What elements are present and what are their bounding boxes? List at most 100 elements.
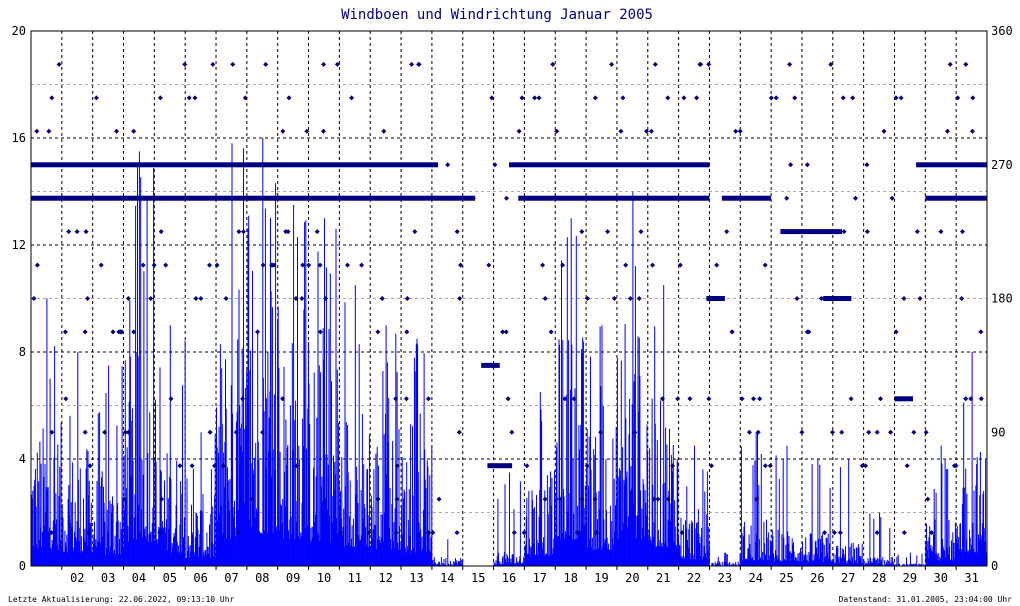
direction-point: [511, 530, 517, 536]
gust-bar: [958, 537, 960, 566]
gust-bar: [298, 445, 300, 566]
gust-bar: [340, 518, 342, 566]
gust-bar: [349, 516, 350, 566]
gust-bar: [514, 563, 516, 566]
gust-bar: [739, 553, 741, 566]
gust-bar: [782, 561, 784, 566]
gust-bar: [827, 534, 829, 566]
gust-bar: [78, 541, 80, 566]
gust-bar: [575, 539, 577, 566]
gust-bar: [555, 493, 557, 566]
gust-bar: [790, 561, 792, 566]
gust-bar: [784, 559, 785, 566]
gust-bar: [230, 385, 232, 566]
gust-bar: [816, 554, 818, 566]
gust-bar: [890, 564, 891, 566]
direction-point: [131, 128, 137, 134]
gust-bar: [153, 540, 155, 566]
gust-bar: [189, 545, 191, 566]
gust-bar: [223, 452, 225, 566]
gust-bar: [33, 485, 35, 566]
direction-point: [85, 296, 91, 301]
direction-point: [709, 463, 714, 469]
gust-bar: [408, 489, 410, 566]
y-left-label-0: 0: [19, 559, 26, 573]
gust-bar: [402, 533, 404, 566]
gust-bar: [502, 555, 504, 566]
gust-bar: [234, 536, 236, 566]
gust-bar: [334, 461, 336, 566]
gust-bar: [663, 543, 665, 566]
gust-bar: [455, 560, 457, 566]
gust-bar: [550, 471, 552, 566]
gust-bar: [225, 408, 227, 566]
gust-bar: [315, 514, 316, 566]
gust-bar: [967, 550, 969, 566]
gust-bar: [557, 536, 559, 566]
gust-bar: [164, 480, 165, 566]
direction-band-225: [780, 229, 843, 235]
gust-bar: [268, 451, 270, 566]
direction-point: [715, 296, 721, 301]
gust-bar: [831, 560, 833, 566]
gust-bar: [571, 344, 573, 566]
gust-bar: [361, 534, 363, 566]
gust-bar: [873, 557, 875, 566]
gust-bar: [638, 337, 640, 566]
gust-bar: [132, 461, 134, 566]
direction-point: [299, 296, 305, 301]
gust-bar: [401, 457, 403, 566]
gust-bar: [217, 521, 219, 566]
gust-bar: [615, 427, 617, 566]
gust-bar: [122, 550, 124, 566]
gust-bar: [192, 532, 194, 566]
gust-bar: [146, 539, 147, 566]
gust-bar: [857, 563, 859, 566]
direction-point: [158, 229, 164, 235]
gust-bar: [285, 419, 287, 566]
gust-bar: [304, 528, 306, 566]
y-right-label-90: 90: [991, 425, 1005, 439]
direction-point: [787, 61, 793, 67]
gust-bar: [309, 424, 311, 566]
gust-bar: [621, 530, 623, 566]
gust-bar: [546, 475, 548, 566]
gust-bar: [154, 458, 156, 566]
gust-bar: [105, 393, 107, 566]
gust-bar: [819, 464, 821, 566]
gust-bar: [666, 444, 668, 566]
direction-point: [263, 61, 269, 67]
x-tick-label-12: 12: [378, 571, 392, 585]
gust-bar: [909, 552, 911, 566]
gust-bar: [115, 555, 117, 566]
gust-bar: [964, 552, 966, 566]
gust-bar: [776, 555, 778, 566]
gust-bar: [961, 503, 963, 566]
y-right-label-270: 270: [991, 158, 1013, 172]
gust-bar: [948, 520, 950, 566]
gust-bar: [817, 459, 819, 566]
gust-bar: [785, 544, 787, 566]
gust-bar: [260, 532, 262, 566]
gust-bar: [172, 547, 174, 566]
gust-bar: [261, 533, 263, 566]
gust-bar: [500, 564, 502, 566]
footer-right: Datenstand: 31.01.2005, 23:04:00 Uhr: [839, 595, 1013, 604]
gust-bar: [773, 557, 775, 566]
gust-bar: [428, 532, 429, 566]
gust-bar: [238, 289, 240, 566]
gust-bar: [252, 270, 253, 566]
gust-bar: [864, 563, 866, 566]
gust-bar: [785, 561, 787, 566]
gust-bar: [395, 333, 397, 566]
gust-bar: [648, 529, 650, 566]
direction-point: [104, 195, 110, 201]
gust-bar: [202, 494, 204, 566]
gust-bar: [45, 487, 47, 566]
gust-bar: [715, 563, 717, 566]
direction-point: [866, 429, 872, 435]
gust-bar: [379, 540, 381, 566]
x-tick-label-22: 22: [687, 571, 701, 585]
gust-bar: [711, 563, 713, 566]
gust-bar: [810, 533, 812, 566]
